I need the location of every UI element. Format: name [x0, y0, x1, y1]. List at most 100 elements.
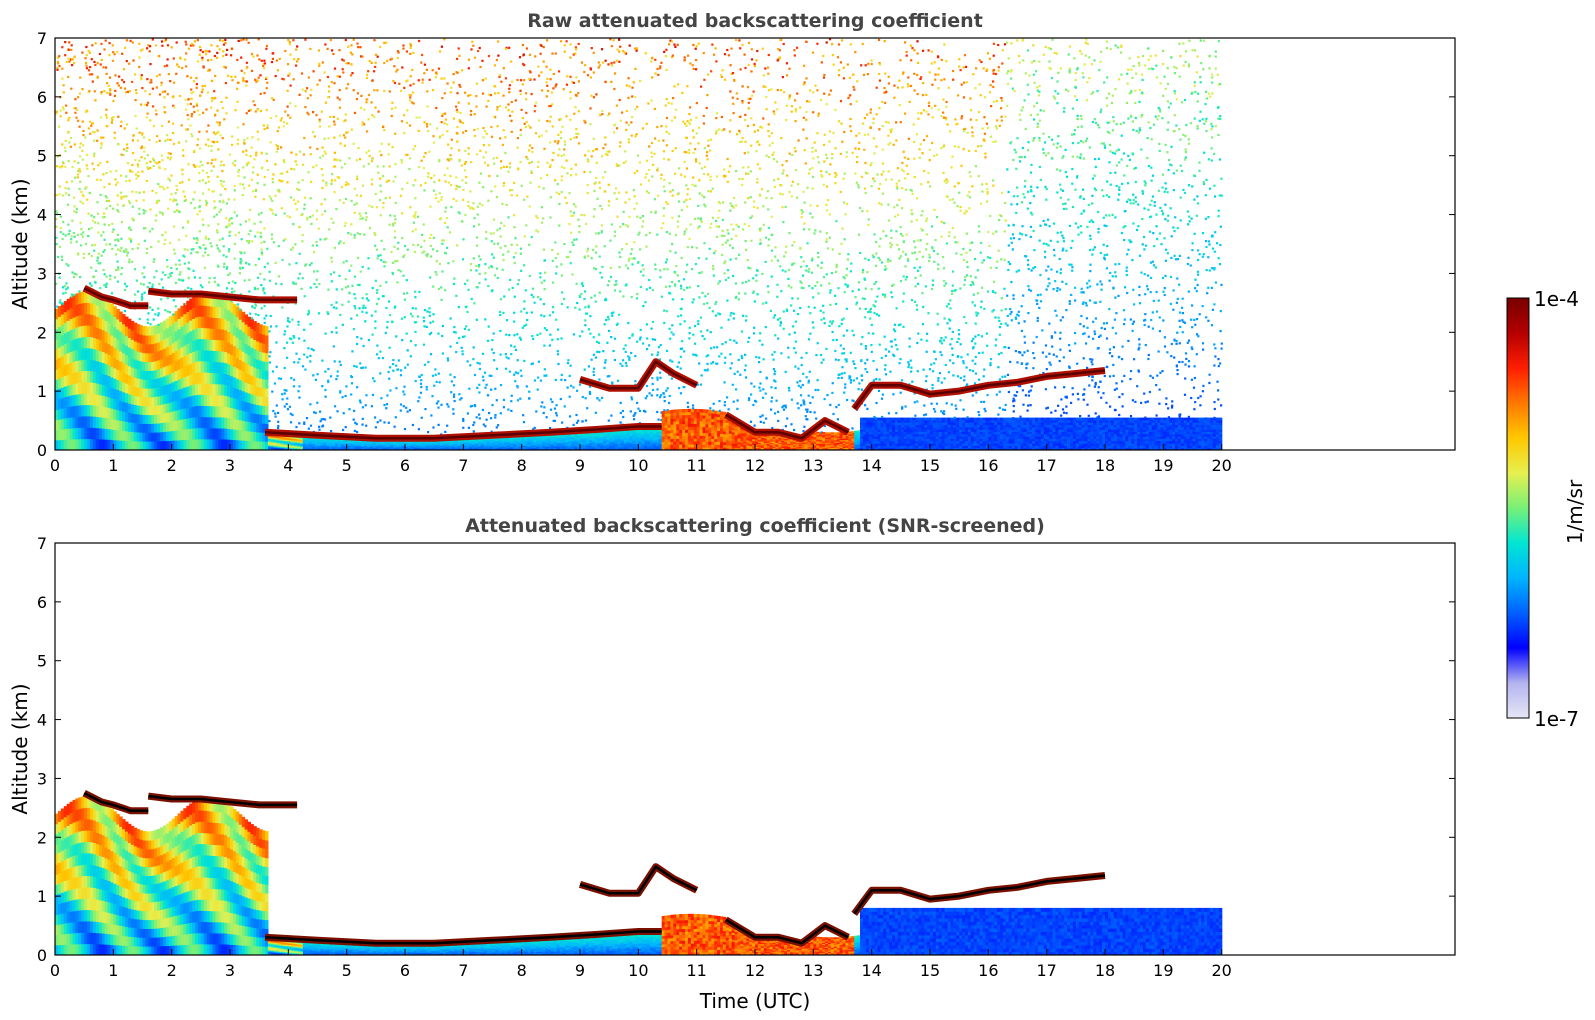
- noise-pixel: [389, 366, 392, 369]
- aerosol-cell: [72, 294, 76, 307]
- aerosol-cell: [119, 321, 123, 332]
- noise-pixel: [352, 142, 355, 145]
- aerosol-cell: [113, 337, 117, 348]
- aerosol-cell: [209, 350, 214, 362]
- aerosol-cell: [302, 442, 307, 444]
- aerosol-cell: [425, 446, 429, 448]
- noise-pixel: [73, 272, 76, 275]
- noise-pixel: [112, 116, 115, 119]
- aerosol-cell: [63, 428, 68, 440]
- aerosol-cell: [180, 419, 184, 430]
- noise-pixel: [374, 106, 377, 109]
- aerosol-cell: [335, 442, 339, 444]
- aerosol-cell: [285, 441, 289, 444]
- aerosol-cell: [413, 442, 418, 444]
- aerosol-cell: [434, 444, 438, 446]
- aerosol-cell: [238, 379, 243, 391]
- noise-pixel: [292, 223, 295, 226]
- noise-pixel: [301, 179, 304, 182]
- aerosol-cell: [410, 444, 415, 446]
- noise-pixel: [67, 160, 70, 163]
- aerosol-cell: [148, 423, 152, 433]
- aerosol-cell: [221, 318, 225, 330]
- noise-pixel: [371, 393, 374, 396]
- noise-pixel: [129, 238, 133, 241]
- aerosol-cell: [302, 441, 307, 443]
- noise-pixel: [373, 70, 376, 73]
- aerosol-cell: [518, 445, 523, 447]
- aerosol-cell: [387, 448, 391, 450]
- aerosol-cell: [192, 296, 196, 308]
- aerosol-cell: [101, 406, 106, 418]
- aerosol-cell: [66, 342, 71, 354]
- aerosol-cell: [133, 377, 138, 387]
- noise-pixel: [276, 145, 279, 148]
- noise-pixel: [128, 90, 131, 93]
- noise-pixel: [278, 57, 281, 60]
- noise-pixel: [184, 58, 187, 61]
- aerosol-cell: [265, 326, 269, 336]
- noise-pixel: [417, 243, 420, 247]
- noise-pixel: [225, 287, 229, 290]
- aerosol-cell: [183, 429, 187, 440]
- aerosol-cell: [288, 443, 292, 445]
- noise-pixel: [476, 127, 479, 130]
- noise-pixel: [517, 168, 520, 171]
- aerosol-cell: [197, 338, 202, 351]
- aerosol-cell: [419, 444, 424, 446]
- noise-pixel: [338, 106, 341, 109]
- noise-pixel: [257, 38, 260, 41]
- noise-pixel: [100, 116, 103, 119]
- aerosol-cell: [177, 328, 181, 340]
- noise-pixel: [122, 154, 125, 157]
- noise-pixel: [372, 377, 375, 380]
- aerosol-cell: [125, 335, 129, 346]
- noise-pixel: [449, 91, 452, 94]
- noise-pixel: [493, 85, 496, 88]
- noise-pixel: [149, 63, 152, 66]
- aerosol-cell: [372, 448, 377, 450]
- aerosol-cell: [186, 354, 190, 366]
- aerosol-cell: [370, 445, 374, 448]
- aerosol-cell: [224, 362, 228, 374]
- noise-pixel: [413, 321, 417, 324]
- noise-pixel: [364, 366, 367, 369]
- noise-pixel: [271, 57, 274, 60]
- aerosol-cell: [326, 441, 330, 444]
- noise-pixel: [97, 231, 100, 234]
- noise-pixel: [490, 190, 493, 193]
- noise-pixel: [258, 58, 261, 61]
- aerosol-cell: [259, 414, 263, 424]
- aerosol-cell: [393, 445, 397, 447]
- noise-pixel: [318, 283, 321, 286]
- aerosol-cell: [232, 408, 237, 420]
- noise-pixel: [303, 421, 306, 424]
- aerosol-cell: [297, 444, 301, 446]
- aerosol-cell: [515, 437, 520, 440]
- aerosol-cell: [378, 442, 383, 444]
- noise-pixel: [117, 268, 120, 271]
- noise-pixel: [358, 399, 362, 402]
- noise-pixel: [401, 237, 404, 240]
- noise-pixel: [309, 424, 313, 427]
- noise-pixel: [233, 164, 236, 167]
- noise-pixel: [170, 271, 173, 275]
- aerosol-cell: [235, 316, 240, 328]
- noise-pixel: [260, 151, 263, 154]
- noise-pixel: [510, 344, 513, 347]
- aerosol-cell: [95, 294, 100, 306]
- noise-pixel: [189, 124, 192, 127]
- aerosol-cell: [177, 369, 181, 380]
- noise-pixel: [453, 393, 456, 396]
- aerosol-cell: [323, 446, 327, 449]
- noise-pixel: [161, 234, 164, 237]
- noise-pixel: [487, 164, 490, 167]
- noise-pixel: [475, 264, 478, 268]
- noise-pixel: [248, 263, 251, 266]
- aerosol-cell: [113, 316, 117, 328]
- noise-pixel: [500, 80, 503, 83]
- noise-pixel: [120, 153, 123, 156]
- aerosol-cell: [63, 301, 68, 313]
- aerosol-cell: [384, 444, 389, 446]
- noise-pixel: [315, 164, 318, 167]
